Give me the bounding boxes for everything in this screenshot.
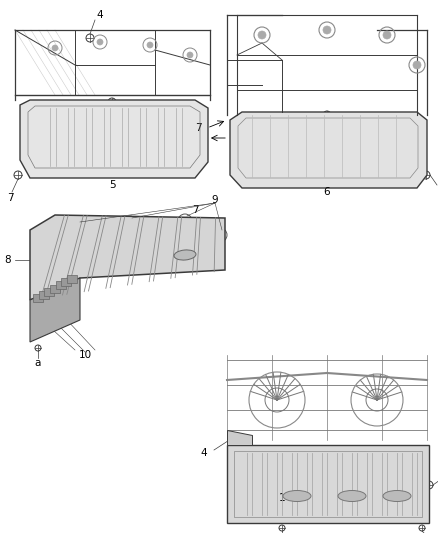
- Bar: [222, 2, 435, 192]
- Bar: [56, 281, 66, 289]
- Text: a: a: [35, 358, 41, 368]
- Polygon shape: [227, 445, 429, 523]
- Circle shape: [383, 31, 391, 39]
- Circle shape: [187, 52, 193, 58]
- Circle shape: [97, 39, 103, 45]
- Ellipse shape: [283, 490, 311, 502]
- Bar: [50, 285, 60, 293]
- Bar: [61, 278, 71, 286]
- Ellipse shape: [338, 490, 366, 502]
- Text: 9: 9: [212, 195, 218, 205]
- Text: 4: 4: [200, 448, 207, 458]
- Circle shape: [75, 224, 81, 230]
- Bar: [39, 291, 49, 299]
- Text: 1: 1: [279, 493, 285, 503]
- Text: 7: 7: [7, 193, 13, 203]
- Polygon shape: [30, 215, 225, 300]
- Bar: [67, 274, 77, 282]
- Polygon shape: [30, 278, 80, 342]
- Text: 7: 7: [195, 123, 202, 133]
- Text: 5: 5: [109, 180, 115, 190]
- Polygon shape: [230, 112, 427, 188]
- Circle shape: [127, 220, 133, 226]
- Text: 7: 7: [232, 133, 239, 143]
- Circle shape: [323, 26, 331, 34]
- Polygon shape: [20, 100, 208, 178]
- Circle shape: [217, 232, 223, 238]
- Text: 4: 4: [97, 10, 103, 20]
- Ellipse shape: [383, 490, 411, 502]
- Circle shape: [97, 255, 103, 261]
- Text: 8: 8: [5, 255, 11, 265]
- Bar: [44, 288, 54, 296]
- Text: 10: 10: [78, 350, 92, 360]
- Circle shape: [52, 45, 58, 51]
- Bar: [2, 2, 212, 192]
- Circle shape: [249, 450, 255, 456]
- Bar: [222, 345, 435, 528]
- Circle shape: [399, 450, 405, 456]
- Circle shape: [324, 450, 330, 456]
- Bar: [33, 294, 43, 302]
- Circle shape: [147, 42, 153, 48]
- Text: 7: 7: [192, 205, 198, 215]
- Circle shape: [413, 61, 421, 69]
- Ellipse shape: [174, 250, 196, 260]
- Polygon shape: [227, 430, 252, 445]
- Circle shape: [258, 31, 266, 39]
- Text: 6: 6: [324, 187, 330, 197]
- Circle shape: [182, 218, 188, 224]
